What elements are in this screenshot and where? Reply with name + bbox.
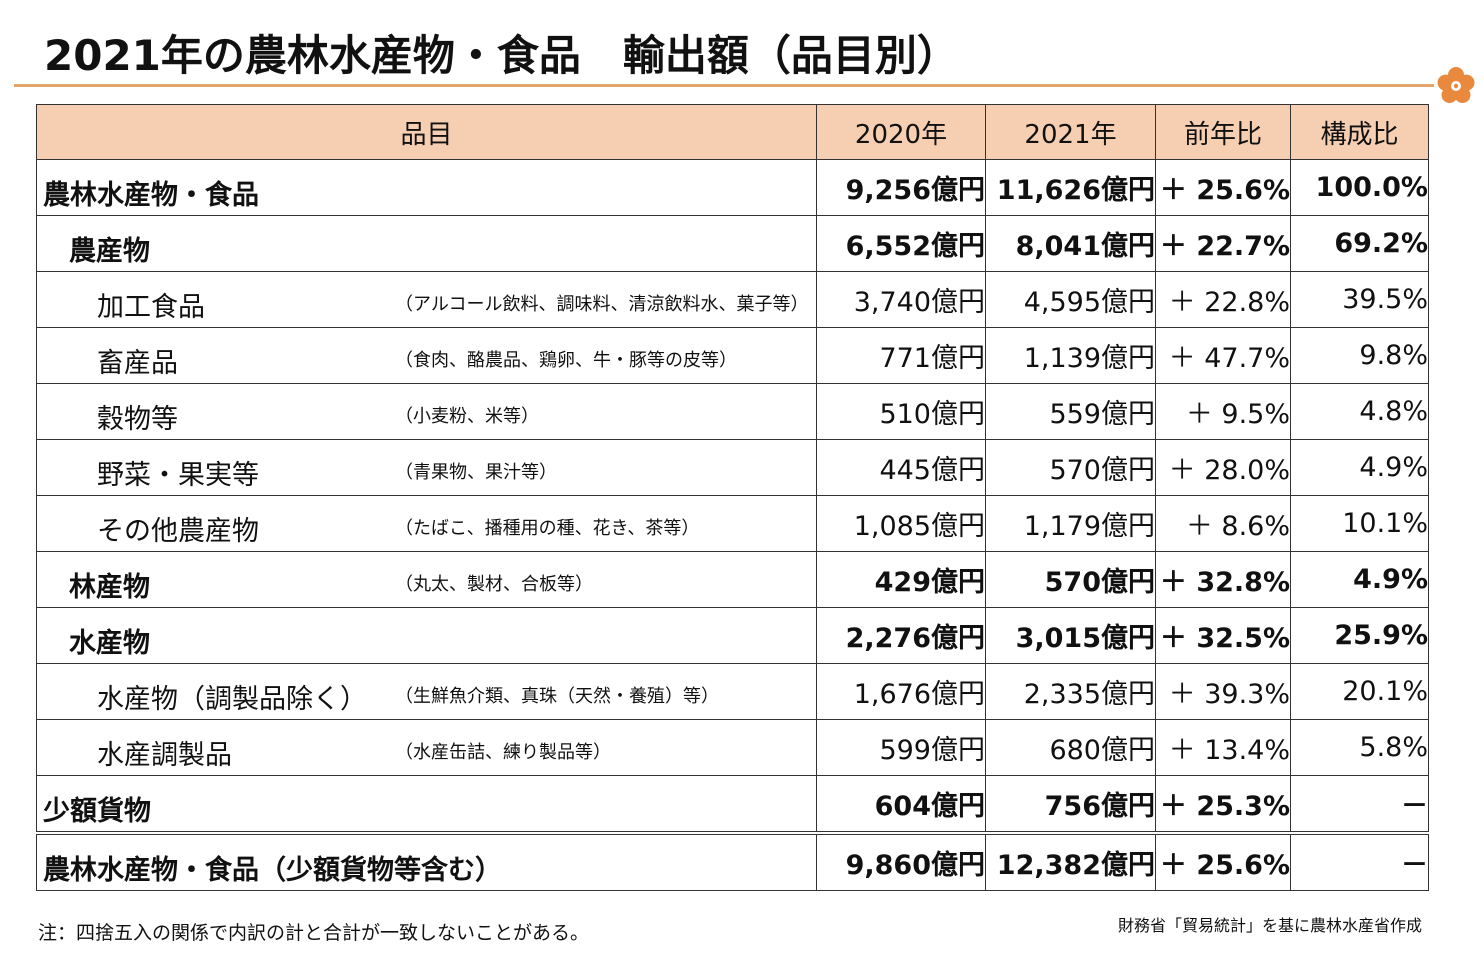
cell-yoy: ＋ 47.7%: [1155, 327, 1291, 384]
cell-2020: 445億円: [816, 439, 986, 496]
cell-2020: 429億円: [816, 551, 986, 608]
cell-yoy: ＋ 9.5%: [1155, 383, 1291, 440]
plum-blossom-icon: [1437, 67, 1475, 103]
header-yoy: 前年比: [1155, 104, 1291, 160]
cell-2021: 11,626億円: [985, 159, 1156, 216]
table-row: その他農産物 （たばこ、播種用の種、花き、茶等） 1,085億円 1,179億円 …: [36, 495, 1429, 552]
cell-2020: 9,256億円: [816, 159, 986, 216]
row-label: 農産物: [69, 236, 150, 267]
table-row: 穀物等 （小麦粉、米等） 510億円 559億円 ＋ 9.5% 4.8%: [36, 383, 1429, 440]
table-row: 水産物（調製品除く） （生鮮魚介類、真珠（天然・養殖）等） 1,676億円 2,3…: [36, 663, 1429, 720]
row-label: 少額貨物: [43, 796, 151, 827]
cell-2020: 599億円: [816, 719, 986, 776]
cell-share: 5.8%: [1290, 719, 1429, 776]
cell-2020: 604億円: [816, 775, 986, 834]
cell-2021: 570億円: [985, 439, 1156, 496]
cell-2021: 4,595億円: [985, 271, 1156, 328]
cell-share: －: [1290, 831, 1429, 891]
cell-2021: 12,382億円: [985, 831, 1156, 891]
table-row: 畜産品 （食肉、酪農品、鶏卵、牛・豚等の皮等） 771億円 1,139億円 ＋ 4…: [36, 327, 1429, 384]
table-row: 水産物 2,276億円 3,015億円 ＋ 32.5% 25.9%: [36, 607, 1429, 664]
header-2021: 2021年: [985, 104, 1156, 160]
header-share: 構成比: [1290, 104, 1429, 160]
cell-2021: 559億円: [985, 383, 1156, 440]
cell-2021: 8,041億円: [985, 215, 1156, 272]
cell-share: 4.9%: [1290, 439, 1429, 496]
cell-2020: 1,676億円: [816, 663, 986, 720]
cell-share: 4.9%: [1290, 551, 1429, 608]
cell-yoy: ＋ 25.3%: [1155, 775, 1291, 834]
row-label: 加工食品: [97, 292, 205, 323]
cell-2021: 756億円: [985, 775, 1156, 834]
cell-share: 69.2%: [1290, 215, 1429, 272]
table-row: 農林水産物・食品 9,256億円 11,626億円 ＋ 25.6% 100.0%: [36, 159, 1429, 216]
header-row: 品目 2020年 2021年 前年比 構成比: [36, 104, 1429, 160]
cell-share: 20.1%: [1290, 663, 1429, 720]
table-row: 少額貨物 604億円 756億円 ＋ 25.3% －: [36, 775, 1429, 834]
cell-share: 4.8%: [1290, 383, 1429, 440]
cell-2021: 1,179億円: [985, 495, 1156, 552]
cell-2020: 771億円: [816, 327, 986, 384]
cell-2021: 680億円: [985, 719, 1156, 776]
cell-2021: 2,335億円: [985, 663, 1156, 720]
cell-yoy: ＋ 13.4%: [1155, 719, 1291, 776]
cell-share: 39.5%: [1290, 271, 1429, 328]
row-note: （小麦粉、米等）: [395, 406, 539, 427]
cell-2020: 9,860億円: [816, 831, 986, 891]
footnote: 注：四捨五入の関係で内訳の計と合計が一致しないことがある。: [38, 922, 590, 944]
cell-share: 25.9%: [1290, 607, 1429, 664]
cell-share: －: [1290, 775, 1429, 834]
table-row: 加工食品 （アルコール飲料、調味料、清涼飲料水、菓子等） 3,740億円 4,59…: [36, 271, 1429, 328]
cell-share: 100.0%: [1290, 159, 1429, 216]
cell-yoy: ＋ 39.3%: [1155, 663, 1291, 720]
row-label: 農林水産物・食品（少額貨物等含む）: [43, 855, 502, 886]
row-label: 農林水産物・食品: [43, 180, 259, 211]
table-row: 水産調製品 （水産缶詰、練り製品等） 599億円 680億円 ＋ 13.4% 5.…: [36, 719, 1429, 776]
table-row: 林産物 （丸太、製材、合板等） 429億円 570億円 ＋ 32.8% 4.9%: [36, 551, 1429, 608]
cell-2021: 3,015億円: [985, 607, 1156, 664]
cell-share: 9.8%: [1290, 327, 1429, 384]
row-note: （青果物、果汁等）: [395, 462, 557, 483]
row-note: （水産缶詰、練り製品等）: [395, 742, 611, 763]
cell-2020: 1,085億円: [816, 495, 986, 552]
row-label: 水産物（調製品除く）: [97, 684, 367, 715]
cell-yoy: ＋ 32.5%: [1155, 607, 1291, 664]
row-label: 野菜・果実等: [97, 460, 259, 491]
cell-yoy: ＋ 22.8%: [1155, 271, 1291, 328]
source-note: 財務省「貿易統計」を基に農林水産省作成: [1117, 916, 1422, 935]
cell-yoy: ＋ 8.6%: [1155, 495, 1291, 552]
row-label: 水産調製品: [97, 740, 232, 771]
table-row: 野菜・果実等 （青果物、果汁等） 445億円 570億円 ＋ 28.0% 4.9%: [36, 439, 1429, 496]
table-row: 農産物 6,552億円 8,041億円 ＋ 22.7% 69.2%: [36, 215, 1429, 272]
cell-2021: 570億円: [985, 551, 1156, 608]
header-item: 品目: [36, 104, 817, 160]
cell-yoy: ＋ 32.8%: [1155, 551, 1291, 608]
table-row-total: 農林水産物・食品（少額貨物等含む） 9,860億円 12,382億円 ＋ 25.…: [36, 831, 1429, 891]
row-note: （丸太、製材、合板等）: [395, 574, 593, 595]
row-note: （アルコール飲料、調味料、清涼飲料水、菓子等）: [395, 294, 809, 315]
row-label: 水産物: [69, 628, 150, 659]
export-table: 品目 2020年 2021年 前年比 構成比 農林水産物・食品 9,256億円 …: [36, 104, 1429, 891]
row-note: （生鮮魚介類、真珠（天然・養殖）等）: [395, 686, 719, 707]
cell-2020: 3,740億円: [816, 271, 986, 328]
cell-yoy: ＋ 22.7%: [1155, 215, 1291, 272]
row-note: （食肉、酪農品、鶏卵、牛・豚等の皮等）: [395, 350, 737, 371]
cell-2021: 1,139億円: [985, 327, 1156, 384]
header-2020: 2020年: [816, 104, 986, 160]
cell-2020: 510億円: [816, 383, 986, 440]
row-label: 林産物: [69, 572, 150, 603]
row-label: その他農産物: [97, 516, 259, 547]
cell-yoy: ＋ 28.0%: [1155, 439, 1291, 496]
cell-2020: 6,552億円: [816, 215, 986, 272]
cell-yoy: ＋ 25.6%: [1155, 159, 1291, 216]
cell-share: 10.1%: [1290, 495, 1429, 552]
row-label: 畜産品: [97, 348, 178, 379]
row-label: 穀物等: [97, 404, 178, 435]
row-note: （たばこ、播種用の種、花き、茶等）: [395, 518, 700, 539]
cell-yoy: ＋ 25.6%: [1155, 831, 1291, 891]
page-title: 2021年の農林水産物・食品 輸出額（品目別）: [44, 31, 959, 80]
cell-2020: 2,276億円: [816, 607, 986, 664]
title-underline: [14, 84, 1434, 87]
